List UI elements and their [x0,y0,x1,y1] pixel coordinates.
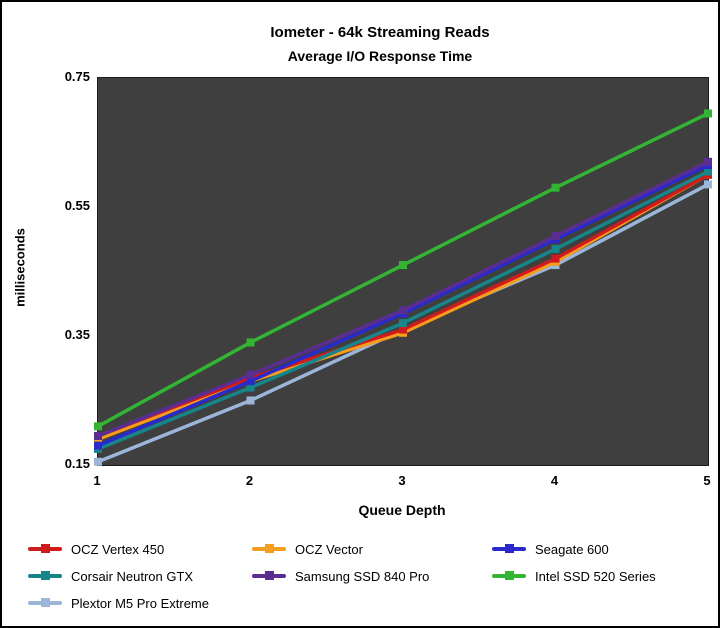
x-tick-label: 2 [245,473,254,488]
series-marker-samsung-ssd-840-pro [94,431,102,440]
x-axis-label: Queue Depth [358,502,446,518]
series-marker-corsair-neutron-gtx [246,383,255,392]
legend-line-marker-icon [492,571,526,581]
series-marker-ocz-vertex-450 [551,254,560,263]
series-marker-corsair-neutron-gtx [551,244,560,253]
series-marker-samsung-ssd-840-pro [551,232,560,241]
series-line-samsung-ssd-840-pro [97,160,709,438]
series-marker-samsung-ssd-840-pro [246,370,255,379]
legend-item-plextor-m5-pro-extreme: Plextor M5 Pro Extreme [28,594,252,612]
series-marker-plextor-m5-pro-extreme [94,457,102,466]
line-chart [94,109,712,466]
legend-label: OCZ Vector [295,541,363,557]
y-tick-label: 0.75 [64,69,90,84]
series-marker-seagate-600 [94,441,102,450]
y-axis-label: milliseconds [12,228,28,307]
series-marker-intel-ssd-520-series [551,183,560,192]
legend-line-marker-icon [28,598,62,608]
y-tick-label: 0.55 [64,198,90,213]
x-tick-label: 4 [550,473,559,488]
series-marker-intel-ssd-520-series [704,109,712,118]
legend-label: OCZ Vertex 450 [71,541,165,557]
legend-item-corsair-neutron-gtx: Corsair Neutron GTX [28,567,252,585]
series-marker-samsung-ssd-840-pro [704,157,712,166]
x-tick-label: 5 [703,473,711,488]
legend-label: Corsair Neutron GTX [71,568,194,584]
series-marker-corsair-neutron-gtx [704,167,712,176]
series-marker-intel-ssd-520-series [399,261,407,270]
legend-item-ocz-vector: OCZ Vector [252,540,492,558]
legend-item-samsung-ssd-840-pro: Samsung SSD 840 Pro [252,567,492,585]
legend-label: Seagate 600 [535,541,609,557]
y-tick-label: 0.35 [64,327,90,342]
series-line-intel-ssd-520-series [97,111,709,428]
legend-line-marker-icon [252,544,286,554]
legend-line-marker-icon [28,571,62,581]
series-marker-intel-ssd-520-series [246,338,255,347]
legend-label: Intel SSD 520 Series [535,568,656,584]
series-marker-seagate-600 [246,377,255,386]
legend-item-seagate-600: Seagate 600 [492,540,710,558]
legend-item-ocz-vertex-450: OCZ Vertex 450 [28,540,252,558]
series-marker-samsung-ssd-840-pro [399,306,407,315]
series-marker-plextor-m5-pro-extreme [246,396,255,405]
legend-label: Plextor M5 Pro Extreme [71,595,209,611]
chart-title: Iometer - 64k Streaming Reads [270,24,490,41]
x-tick-label: 3 [398,473,406,488]
series-marker-intel-ssd-520-series [94,422,102,431]
plot-area [94,77,712,466]
chart-subtitle: Average I/O Response Time [287,48,473,64]
series-marker-plextor-m5-pro-extreme [704,180,712,189]
legend-line-marker-icon [252,571,286,581]
series-line-ocz-vertex-450 [97,173,709,438]
legend-line-marker-icon [28,544,62,554]
series-marker-ocz-vertex-450 [399,325,407,334]
y-tick-label: 0.15 [64,456,90,471]
legend-label: Samsung SSD 840 Pro [295,568,430,584]
legend: OCZ Vertex 450 OCZ Vector Seagate 600 Corsa… [28,540,710,612]
legend-item-intel-ssd-520-series: Intel SSD 520 Series [492,567,710,585]
legend-line-marker-icon [492,544,526,554]
series-marker-corsair-neutron-gtx [399,319,407,328]
x-tick-label: 1 [93,473,101,488]
